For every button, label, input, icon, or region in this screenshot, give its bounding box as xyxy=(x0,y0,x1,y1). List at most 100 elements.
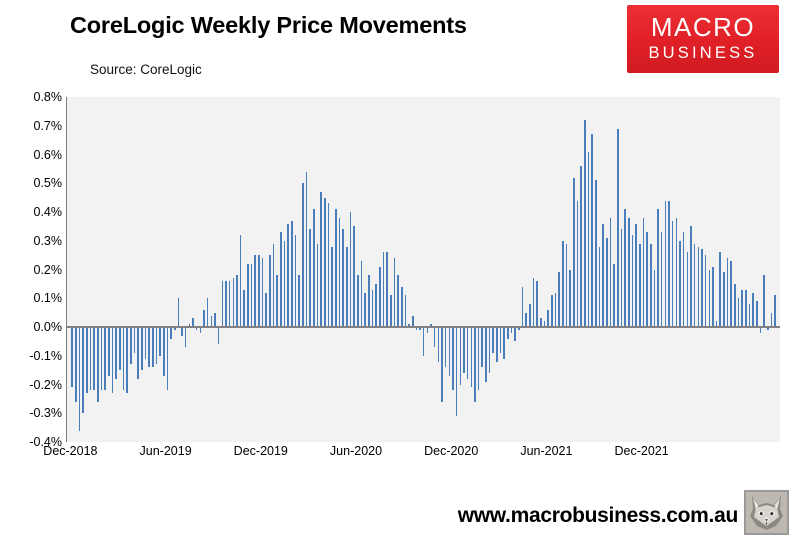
bar xyxy=(693,243,696,327)
bar xyxy=(708,269,711,327)
y-axis-tick-label: 0.5% xyxy=(33,176,63,190)
bar xyxy=(389,295,392,327)
bar xyxy=(437,327,440,362)
bar xyxy=(562,240,564,327)
bar xyxy=(503,327,506,359)
bar xyxy=(507,327,509,339)
bar xyxy=(715,321,718,327)
bar xyxy=(71,327,73,388)
bar xyxy=(203,309,205,327)
y-axis-tick-label: 0.8% xyxy=(33,89,63,104)
bar xyxy=(419,327,421,330)
bar xyxy=(111,327,114,394)
bar xyxy=(217,327,220,345)
plot-area xyxy=(66,97,780,442)
website-url: www.macrobusiness.com.au xyxy=(457,504,739,527)
bar xyxy=(759,327,762,333)
bar xyxy=(609,217,612,327)
y-axis-tick-label: 0.1% xyxy=(33,291,63,305)
bar xyxy=(93,327,95,391)
bar xyxy=(269,255,271,327)
bar xyxy=(404,295,407,327)
bar xyxy=(415,327,418,330)
bar xyxy=(283,240,286,327)
x-axis-tick-label: Dec-2021 xyxy=(614,444,669,458)
bar xyxy=(129,327,132,365)
bar xyxy=(444,327,447,368)
bar xyxy=(397,275,399,327)
bar xyxy=(770,312,773,327)
bar xyxy=(386,252,388,327)
y-axis-tick-label: -0.4% xyxy=(29,434,62,449)
bar xyxy=(356,275,359,327)
bar xyxy=(173,327,176,330)
bar xyxy=(631,235,634,327)
bar xyxy=(122,327,125,391)
bar xyxy=(576,200,579,327)
bar xyxy=(433,327,436,348)
bar xyxy=(349,212,352,327)
bar xyxy=(613,263,615,327)
bar xyxy=(82,327,84,414)
bar xyxy=(653,269,656,327)
y-axis-tick-label: 0.2% xyxy=(33,262,63,277)
zero-axis-line xyxy=(67,326,780,328)
bar xyxy=(587,151,590,327)
bar xyxy=(686,252,689,327)
bar xyxy=(236,275,238,327)
bar xyxy=(100,327,103,391)
bar xyxy=(543,321,546,327)
bar xyxy=(510,327,513,333)
bar xyxy=(89,327,92,391)
bar xyxy=(657,209,659,327)
bar xyxy=(324,197,326,327)
bar xyxy=(371,289,374,327)
bar xyxy=(313,209,315,327)
bar xyxy=(477,327,480,391)
chart-header: CoreLogic Weekly Price Movements Source:… xyxy=(0,0,806,88)
bar xyxy=(737,298,740,327)
page-title: CoreLogic Weekly Price Movements xyxy=(70,12,467,38)
bar xyxy=(137,327,139,379)
bar xyxy=(499,327,502,353)
bar xyxy=(140,327,143,371)
bar xyxy=(459,327,462,385)
bar xyxy=(521,286,524,327)
bar xyxy=(316,243,319,327)
bar xyxy=(488,327,491,373)
bar xyxy=(214,312,216,327)
bar xyxy=(250,263,253,327)
bar xyxy=(745,289,747,327)
bar xyxy=(594,180,597,327)
bar xyxy=(126,327,128,394)
bar xyxy=(448,327,451,376)
bar xyxy=(382,252,385,327)
y-axis-tick-label: -0.1% xyxy=(29,348,62,363)
bar xyxy=(243,289,246,327)
bar xyxy=(719,252,722,327)
bar xyxy=(408,324,410,327)
y-axis: 0.8% 0.7% 0.6% 0.5% 0.4% 0.3% 0.2% 0.1% 0.0% -0.1… xyxy=(0,88,62,451)
bar xyxy=(649,243,652,327)
bar xyxy=(335,209,337,327)
bar xyxy=(78,327,81,431)
bar xyxy=(540,318,542,327)
bar xyxy=(400,286,403,327)
bar xyxy=(551,295,553,327)
bar xyxy=(734,283,736,327)
bar xyxy=(265,292,268,327)
bar xyxy=(254,255,257,327)
bar xyxy=(360,260,363,327)
bar xyxy=(346,246,348,327)
bar xyxy=(547,309,549,327)
bar xyxy=(584,120,586,327)
y-axis-tick-label: 0.7% xyxy=(33,118,63,133)
bar xyxy=(474,327,476,402)
bar xyxy=(221,281,224,327)
bar xyxy=(470,327,473,388)
chart-footer: www.macrobusiness.com.au xyxy=(0,470,806,558)
bar xyxy=(261,258,264,327)
y-axis-tick-label: 0.0% xyxy=(33,319,63,334)
bar xyxy=(635,223,637,327)
bar xyxy=(730,260,733,327)
